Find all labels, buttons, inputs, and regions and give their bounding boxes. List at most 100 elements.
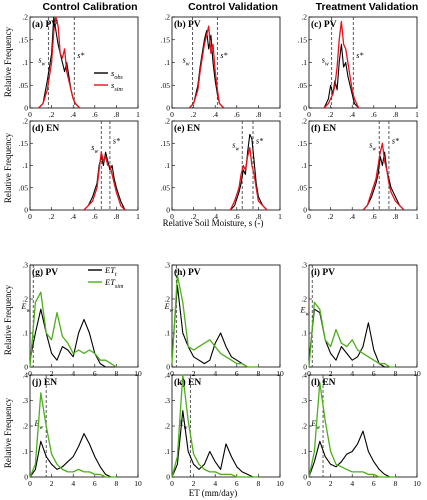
panel-frame <box>308 264 418 368</box>
panel-frame <box>171 120 281 211</box>
legend-label-sim: ssim <box>111 80 123 93</box>
series-line-obs <box>171 410 259 478</box>
panel-label: (h) PV <box>174 267 201 278</box>
threshold-label: s* <box>256 136 263 145</box>
y-tick-label: .1 <box>301 58 307 67</box>
y-tick-label: .4 <box>164 371 170 380</box>
x-tick-label: 4 <box>350 369 354 378</box>
x-tick-label: 1 <box>136 110 140 119</box>
y-tick-label: .15 <box>161 35 171 44</box>
x-tick-label: 4 <box>71 479 75 488</box>
y-tick-label: .2 <box>22 13 28 22</box>
x-tick-label: 0 <box>307 212 311 221</box>
y-tick-label: .05 <box>19 183 29 192</box>
panel-f: 0 .2 .4 .6 .8 1 0 .05 .1 .15 .2 sw s* (f) EN <box>298 117 420 222</box>
y-tick-label: .2 <box>301 422 307 431</box>
x-tick-label: 2 <box>329 369 333 378</box>
y-tick-label: .05 <box>161 183 171 192</box>
y-tick-label: .1 <box>301 161 307 170</box>
threshold-label: s* <box>392 136 399 145</box>
y-tick-label: 0 <box>303 473 307 482</box>
y-tick-label: .15 <box>161 139 171 148</box>
threshold-label: sw <box>369 141 376 153</box>
x-tick-label: .6 <box>371 110 377 119</box>
x-tick-label: .4 <box>212 110 218 119</box>
x-tick-label: 0 <box>28 369 32 378</box>
y-tick-label: .1 <box>164 161 170 170</box>
x-tick-label: .8 <box>256 110 262 119</box>
panel-k: 0 2 4 6 8 100.1.2.3.4Ew(k) EN <box>164 371 284 489</box>
series-line-sim <box>171 274 259 368</box>
threshold-label: sw <box>38 56 45 68</box>
threshold-label: s* <box>220 51 227 60</box>
threshold-label: Ew <box>21 302 31 314</box>
y-axis-label-row1: Relative Frequency <box>3 26 13 97</box>
panel-d: 0 .2 .4 .6 .8 1 0 .05 .1 .15 .2 sw s* (d) EN <box>19 117 141 222</box>
y-tick-label: .2 <box>164 117 170 126</box>
y-tick-label: .1 <box>301 329 307 338</box>
y-tick-label: .15 <box>19 35 29 44</box>
series-line-sim <box>29 291 117 368</box>
series-line-sim <box>323 20 360 109</box>
x-tick-label: 10 <box>413 479 421 488</box>
x-tick-label: .6 <box>92 110 98 119</box>
y-tick-label: .1 <box>301 447 307 456</box>
y-tick-label: 0 <box>24 473 28 482</box>
panel-h: 0 2 4 6 8 10 0 .1 .2 .3 Ew (h) PV <box>164 261 284 379</box>
y-tick-label: .1 <box>22 329 28 338</box>
x-tick-label: 8 <box>115 479 119 488</box>
x-tick-label: .2 <box>49 212 55 221</box>
x-tick-label: 4 <box>213 369 217 378</box>
column-title-2: Control Validation <box>188 1 278 13</box>
x-tick-label: 6 <box>93 369 97 378</box>
threshold-label: s* <box>356 51 363 60</box>
panel-label: (b) PV <box>174 19 201 30</box>
x-tick-label: 1 <box>278 212 282 221</box>
legend-label-obs: ETt <box>104 265 117 278</box>
y-tick-label: .3 <box>22 261 28 270</box>
y-tick-label: .1 <box>22 58 28 67</box>
y-tick-label: 0 <box>24 206 28 215</box>
panel-i: 0 2 4 6 8 10 0 .1 .2 .3 Ew (i) PV <box>300 261 421 379</box>
y-tick-label: .15 <box>19 139 29 148</box>
x-tick-label: 2 <box>329 479 333 488</box>
y-tick-label: .4 <box>301 371 307 380</box>
x-tick-label: 1 <box>278 110 282 119</box>
threshold-label: Ew <box>300 306 310 318</box>
series-line-sim <box>308 381 396 478</box>
y-tick-label: .2 <box>22 422 28 431</box>
y-tick-label: .1 <box>164 58 170 67</box>
x-tick-label: 8 <box>394 479 398 488</box>
column-title-1: Control Calibration <box>42 1 137 13</box>
panel-c: 0 .2 .4 .6 .8 1 0 .05 .1 .15 .2 sw s* (c) PV <box>298 13 420 120</box>
panel-j: 0 2 4 6 8 10 0 .1 .2 .3 .4 Ew (j) EN <box>22 371 142 489</box>
x-tick-label: 0 <box>170 369 174 378</box>
x-tick-label: 10 <box>134 479 142 488</box>
x-tick-label: 0 <box>28 479 32 488</box>
x-tick-label: 1 <box>415 212 419 221</box>
panel-label: (l) EN <box>311 377 336 388</box>
x-tick-label: .8 <box>256 212 262 221</box>
y-tick-label: 0 <box>303 363 307 372</box>
x-tick-label: .8 <box>393 212 399 221</box>
x-tick-label: 0 <box>307 479 311 488</box>
panel-frame <box>308 374 418 478</box>
y-tick-label: .3 <box>22 396 28 405</box>
x-tick-label: 2 <box>50 369 54 378</box>
series-line-sim <box>229 147 268 211</box>
y-tick-label: .2 <box>164 13 170 22</box>
x-tick-label: 0 <box>307 110 311 119</box>
y-tick-label: .2 <box>301 13 307 22</box>
x-tick-label: 10 <box>134 369 142 378</box>
x-tick-label: 0 <box>28 212 32 221</box>
x-tick-label: 0 <box>170 212 174 221</box>
x-tick-label: .6 <box>371 212 377 221</box>
x-tick-label: 6 <box>235 369 239 378</box>
x-axis-label-bottom: ET (mm/day) <box>189 488 238 498</box>
x-axis-label-top: Relative Soil Moisture, s (-) <box>163 218 264 228</box>
panel-label: (i) PV <box>311 267 335 278</box>
threshold-label: sw <box>91 143 98 155</box>
y-axis-label-row3: Relative Frequency <box>3 284 13 355</box>
panel-frame <box>308 120 418 211</box>
